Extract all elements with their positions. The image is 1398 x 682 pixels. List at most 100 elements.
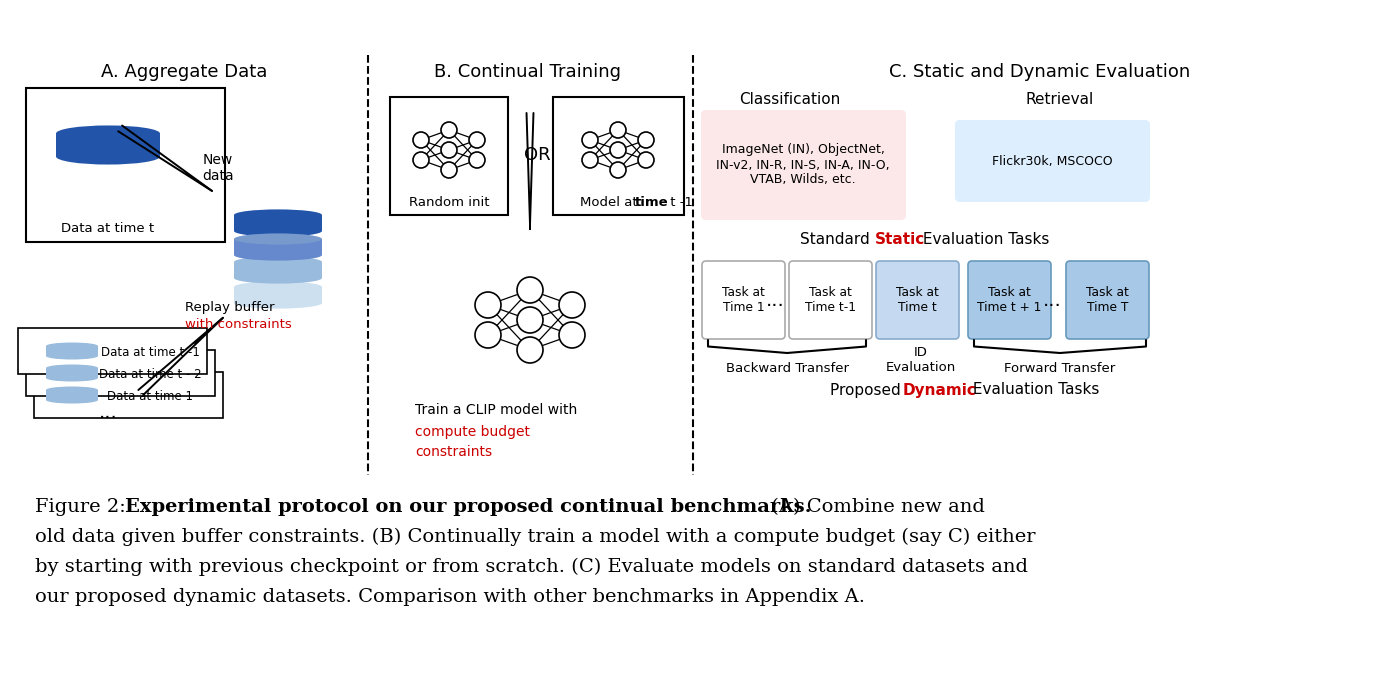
Text: Data at time t - 2: Data at time t - 2 [99,368,201,381]
FancyBboxPatch shape [46,390,98,400]
Ellipse shape [233,297,322,308]
Circle shape [468,152,485,168]
Text: t -1: t -1 [665,196,693,209]
Ellipse shape [233,282,322,293]
FancyBboxPatch shape [46,346,98,356]
Circle shape [517,337,542,363]
Text: Replay buffer: Replay buffer [185,301,274,314]
Circle shape [440,122,457,138]
Circle shape [582,132,598,148]
Text: ...: ... [99,402,117,421]
FancyBboxPatch shape [27,350,215,396]
FancyBboxPatch shape [18,328,207,374]
FancyBboxPatch shape [967,261,1051,339]
Circle shape [559,292,584,318]
Circle shape [475,322,500,348]
FancyBboxPatch shape [788,261,872,339]
Text: Standard: Standard [800,233,875,248]
Text: Task at
Time t-1: Task at Time t-1 [805,286,856,314]
Text: A. Aggregate Data: A. Aggregate Data [101,63,267,81]
Ellipse shape [233,209,322,220]
Text: our proposed dynamic datasets. Comparison with other benchmarks in Appendix A.: our proposed dynamic datasets. Compariso… [35,588,865,606]
Ellipse shape [233,225,322,237]
FancyBboxPatch shape [233,215,322,231]
Text: Figure 2:: Figure 2: [35,498,131,516]
Text: Retrieval: Retrieval [1026,93,1095,108]
Text: Task at
Time t + 1: Task at Time t + 1 [977,286,1042,314]
Ellipse shape [56,125,159,142]
Circle shape [559,322,584,348]
Circle shape [610,122,626,138]
Ellipse shape [46,374,98,381]
FancyBboxPatch shape [27,88,225,242]
Text: time: time [635,196,668,209]
Text: OR: OR [524,146,551,164]
Ellipse shape [46,396,98,404]
Circle shape [637,132,654,148]
Text: old data given buffer constraints. (B) Continually train a model with a compute : old data given buffer constraints. (B) C… [35,528,1036,546]
FancyBboxPatch shape [702,261,786,339]
Circle shape [517,307,542,333]
FancyBboxPatch shape [233,287,322,303]
Ellipse shape [233,250,322,261]
Text: Task at
Time t: Task at Time t [896,286,939,314]
Ellipse shape [46,364,98,372]
Circle shape [440,162,457,178]
Text: Evaluation Tasks: Evaluation Tasks [918,233,1050,248]
Text: Random init: Random init [408,196,489,209]
Text: ImageNet (IN), ObjectNet,
IN-v2, IN-R, IN-S, IN-A, IN-O,
VTAB, Wilds, etc.: ImageNet (IN), ObjectNet, IN-v2, IN-R, I… [716,143,889,186]
Text: Backward Transfer: Backward Transfer [726,361,849,374]
Circle shape [440,142,457,158]
Text: B. Continual Training: B. Continual Training [435,63,622,81]
Text: Experimental protocol on our proposed continual benchmarks.: Experimental protocol on our proposed co… [124,498,811,516]
Text: ...: ... [1043,291,1061,310]
Circle shape [582,152,598,168]
Text: Static: Static [875,233,925,248]
Ellipse shape [46,342,98,349]
Ellipse shape [56,149,159,164]
Text: Task at
Time 1: Task at Time 1 [721,286,765,314]
Text: Model at: Model at [580,196,642,209]
Text: Classification: Classification [740,93,840,108]
Ellipse shape [233,272,322,284]
Text: ...: ... [766,291,784,310]
Text: (A) Combine new and: (A) Combine new and [765,498,984,516]
Circle shape [412,152,429,168]
Circle shape [475,292,500,318]
Text: C. Static and Dynamic Evaluation: C. Static and Dynamic Evaluation [889,63,1191,81]
Text: constraints: constraints [415,445,492,459]
Circle shape [610,142,626,158]
FancyBboxPatch shape [390,97,507,215]
Text: Task at
Time T: Task at Time T [1086,286,1130,314]
Text: Data at time t: Data at time t [62,222,155,235]
Ellipse shape [46,353,98,359]
Text: Train a CLIP model with: Train a CLIP model with [415,403,582,417]
Text: Forward Transfer: Forward Transfer [1004,361,1116,374]
FancyBboxPatch shape [233,239,322,255]
FancyBboxPatch shape [233,262,322,278]
FancyBboxPatch shape [34,372,224,418]
FancyBboxPatch shape [56,134,159,156]
Circle shape [610,162,626,178]
Text: compute budget: compute budget [415,425,530,439]
Text: Data at time 1: Data at time 1 [108,389,193,402]
FancyBboxPatch shape [700,110,906,220]
Text: Evaluation Tasks: Evaluation Tasks [967,383,1099,398]
Text: Flickr30k, MSCOCO: Flickr30k, MSCOCO [991,155,1113,168]
Text: Data at time t -1: Data at time t -1 [101,346,200,359]
Circle shape [637,152,654,168]
FancyBboxPatch shape [955,120,1151,202]
Text: Dynamic: Dynamic [903,383,977,398]
Ellipse shape [233,233,322,245]
FancyBboxPatch shape [554,97,684,215]
Circle shape [468,132,485,148]
Text: by starting with previous checkpoint or from scratch. (C) Evaluate models on sta: by starting with previous checkpoint or … [35,558,1028,576]
Ellipse shape [233,256,322,267]
FancyBboxPatch shape [46,368,98,378]
FancyBboxPatch shape [877,261,959,339]
Text: with constraints: with constraints [185,318,292,331]
Text: New
data: New data [203,153,233,183]
Circle shape [412,132,429,148]
Text: Proposed: Proposed [830,383,906,398]
Ellipse shape [46,387,98,394]
